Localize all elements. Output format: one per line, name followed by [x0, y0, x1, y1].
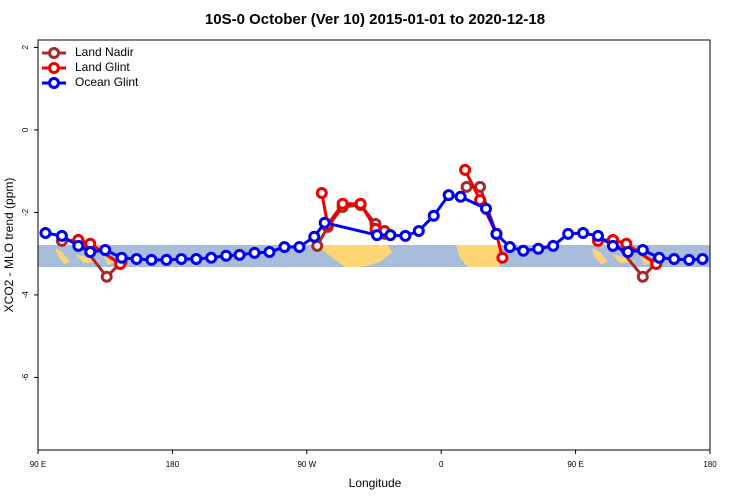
- point: [668, 253, 681, 266]
- x-tick-label: 0: [439, 460, 444, 469]
- y-tick-label: -4: [21, 291, 30, 299]
- point: [636, 270, 649, 283]
- point: [263, 246, 276, 259]
- point: [220, 249, 233, 262]
- point: [99, 243, 112, 256]
- legend-marker: [48, 62, 60, 74]
- point: [459, 163, 472, 176]
- point: [517, 244, 530, 257]
- point: [653, 251, 666, 264]
- y-axis-label: XCO2 - MLO trend (ppm): [2, 178, 16, 313]
- x-axis-label: Longitude: [349, 476, 402, 490]
- point: [547, 239, 560, 252]
- point: [370, 229, 383, 242]
- y-tick-label: 0: [21, 127, 30, 132]
- point: [293, 241, 306, 254]
- point: [496, 251, 509, 264]
- point: [72, 239, 85, 252]
- point: [205, 251, 218, 264]
- point: [636, 243, 649, 256]
- legend-marker: [48, 47, 60, 59]
- point: [354, 197, 367, 210]
- point: [160, 253, 173, 266]
- point: [454, 190, 467, 203]
- point: [480, 202, 492, 215]
- point: [460, 180, 473, 193]
- legend-label: Land Glint: [75, 60, 130, 74]
- point: [696, 253, 709, 266]
- point: [318, 216, 331, 229]
- point: [503, 241, 516, 254]
- x-tick-label: 90 E: [567, 460, 583, 469]
- point: [490, 227, 503, 240]
- x-tick-label: 90 W: [297, 460, 316, 469]
- point: [39, 227, 52, 240]
- y-tick-label: -6: [21, 373, 30, 381]
- legend-label: Land Nadir: [75, 45, 134, 59]
- point: [308, 230, 321, 243]
- y-tick-label: 2: [21, 45, 30, 50]
- x-tick-label: 180: [703, 460, 717, 469]
- point: [315, 187, 328, 200]
- point: [442, 189, 455, 202]
- point: [248, 246, 261, 259]
- x-tick-label: 180: [166, 460, 180, 469]
- point: [100, 270, 113, 283]
- point: [278, 241, 291, 254]
- legend-label: Ocean Glint: [75, 75, 139, 89]
- point: [683, 253, 696, 266]
- point: [384, 229, 397, 242]
- point: [336, 197, 349, 210]
- point: [592, 229, 604, 242]
- point: [115, 251, 128, 264]
- point: [532, 242, 545, 255]
- point: [621, 246, 634, 259]
- point: [55, 229, 68, 242]
- point: [175, 253, 188, 266]
- y-tick-label: -2: [21, 208, 30, 216]
- point: [84, 246, 97, 259]
- point: [577, 227, 590, 240]
- point: [233, 248, 246, 261]
- point: [130, 253, 143, 266]
- point: [606, 239, 619, 252]
- point: [145, 253, 158, 266]
- point: [412, 224, 425, 237]
- point: [474, 180, 487, 193]
- point: [562, 227, 575, 240]
- plot-frame: [37, 39, 711, 451]
- point: [427, 209, 440, 222]
- x-tick-label: 90 E: [30, 460, 46, 469]
- point: [399, 229, 412, 242]
- chart-title: 10S-0 October (Ver 10) 2015-01-01 to 202…: [205, 11, 545, 28]
- point: [190, 253, 203, 266]
- legend-marker: [48, 77, 60, 89]
